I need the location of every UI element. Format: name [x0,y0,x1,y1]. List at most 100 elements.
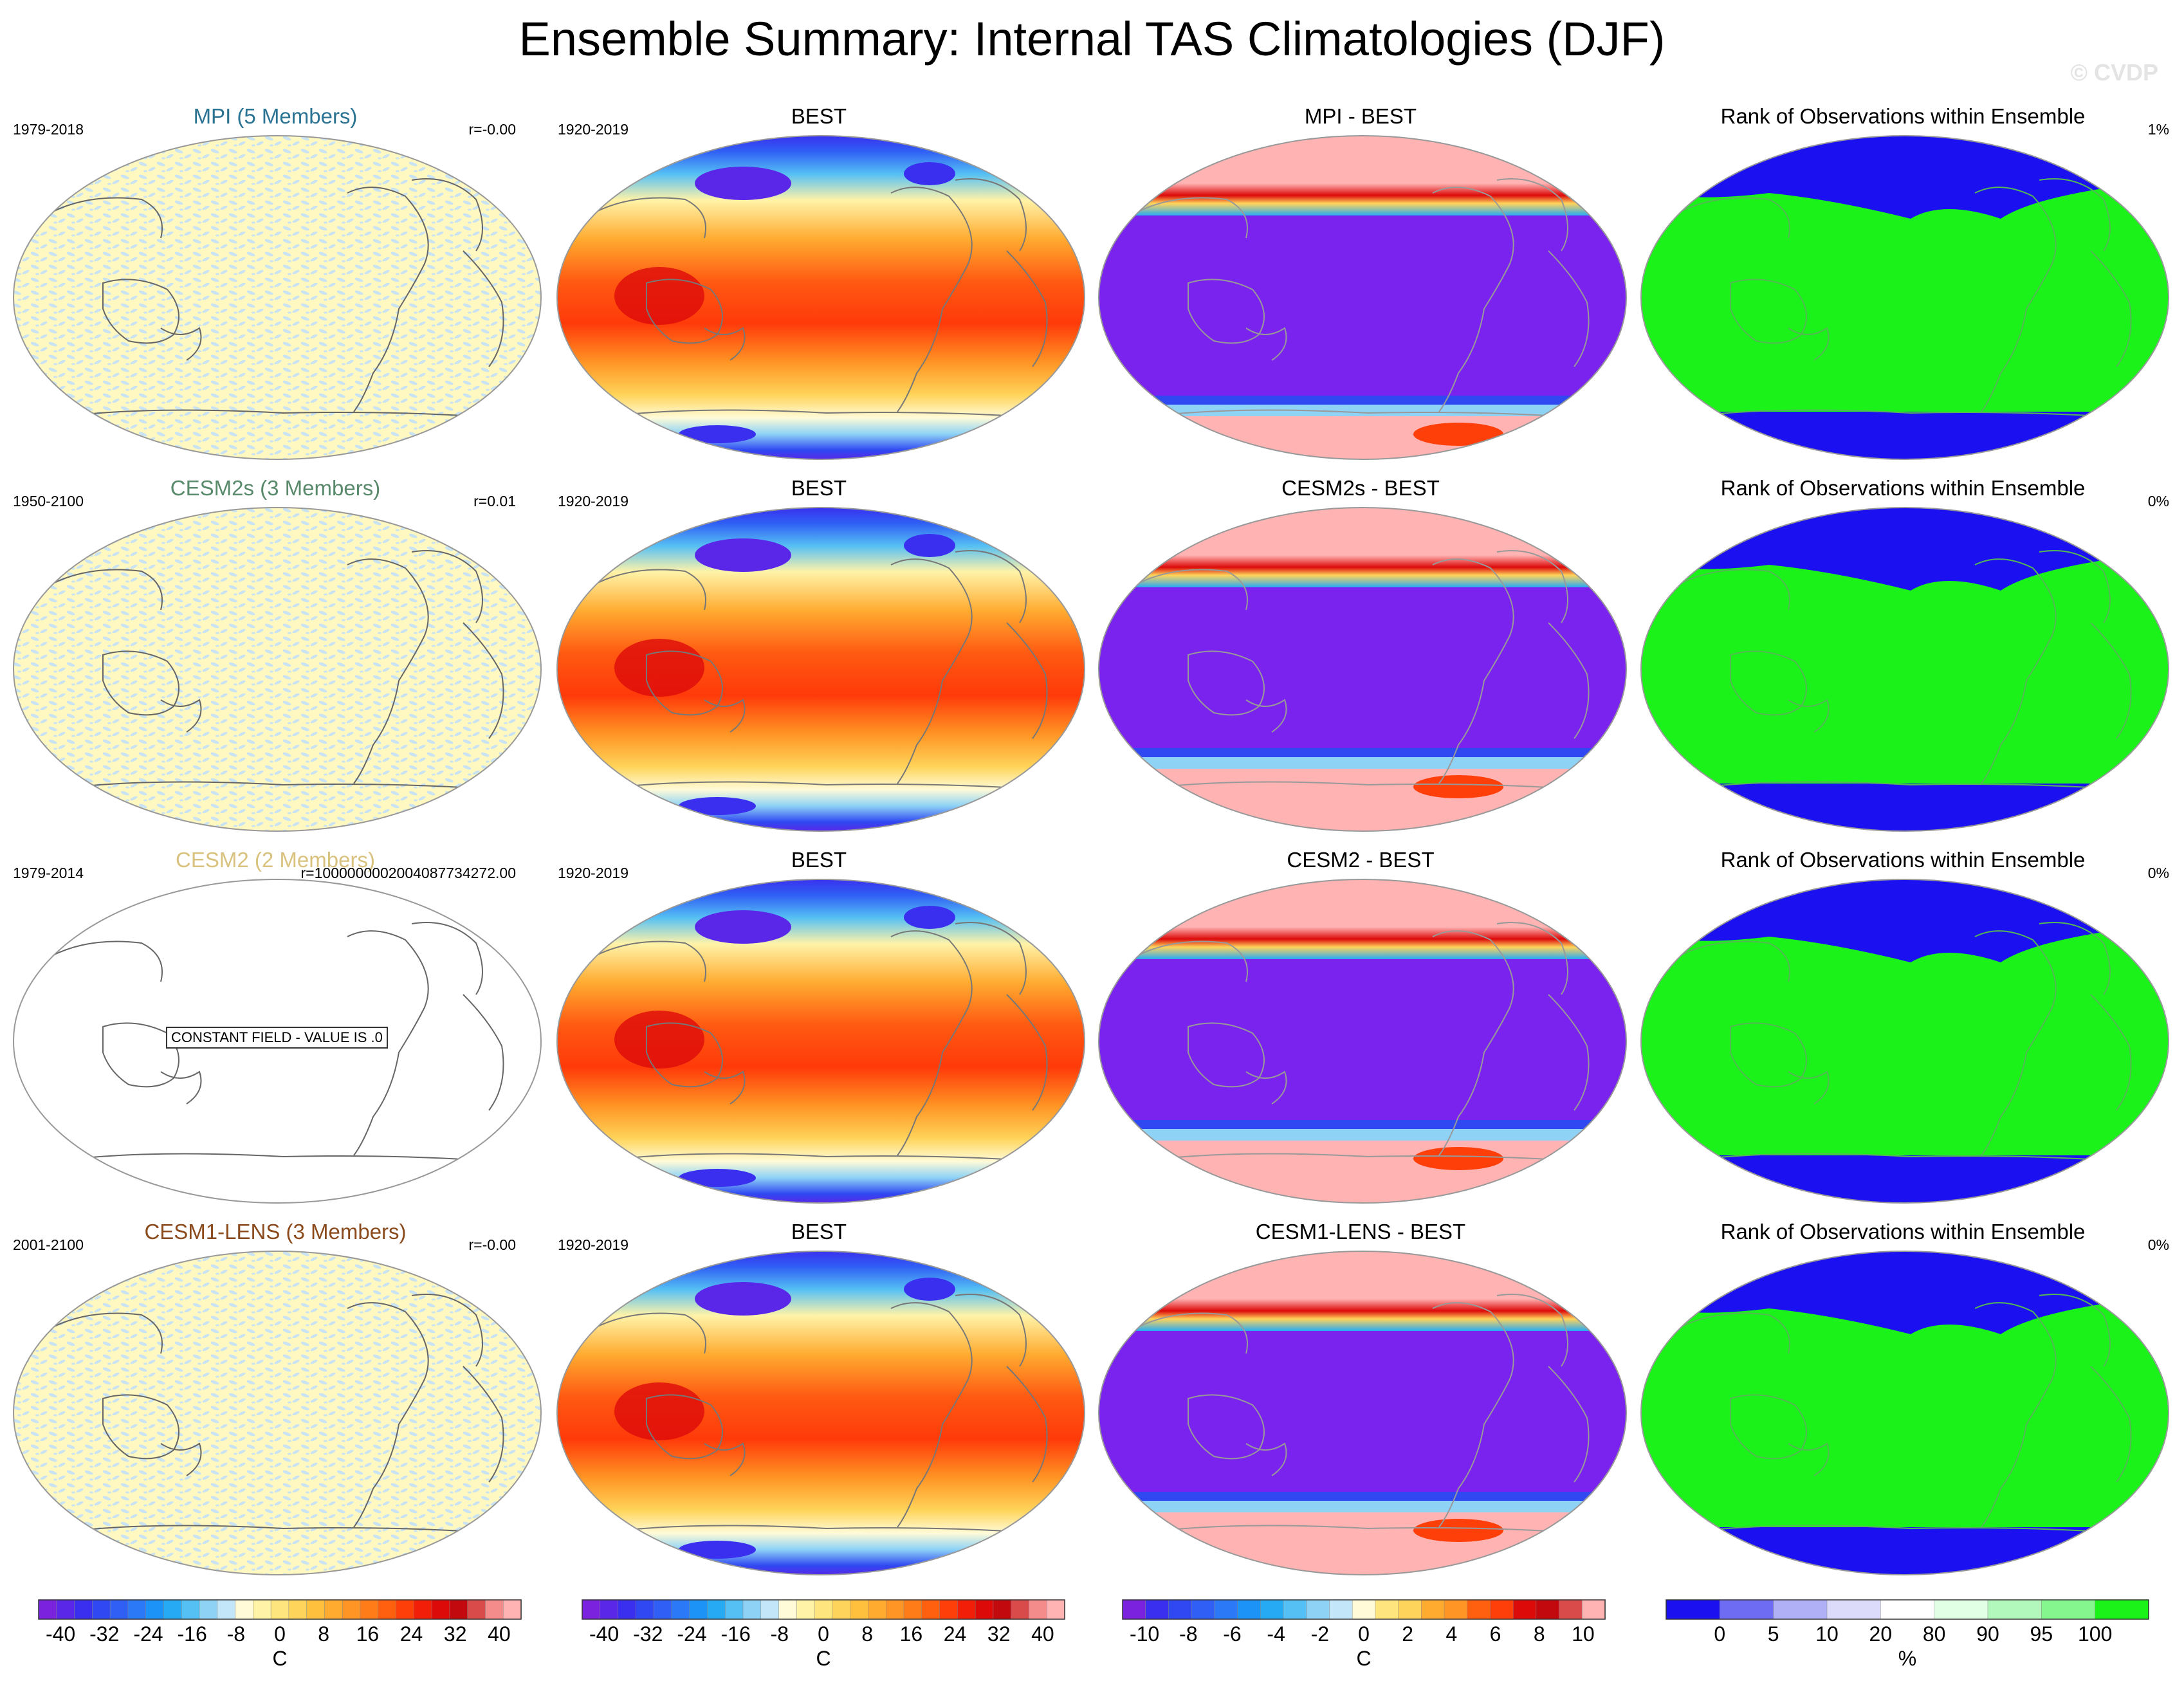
colorbar-tick-label: 10 [1572,1622,1595,1646]
colorbar-frame [582,1599,1065,1620]
coastline [1136,1312,1248,1354]
colorbar-swatch [1329,1599,1353,1620]
colorbar-swatch [582,1599,601,1620]
colorbar-tick-label: -32 [89,1622,119,1646]
cold-anomaly-siberia [695,910,791,944]
colorbar-tick-label: -24 [133,1622,163,1646]
observed-climatology-colorbar: -40 -32 -24 -16 -8 0 8 16 24 32 40 C [582,1599,1065,1670]
south-lightblue-band [1099,1501,1626,1512]
colorbar-swatch [1122,1599,1146,1620]
colorbar-swatch [993,1599,1012,1620]
colorbar-swatch [1145,1599,1170,1620]
coastline [2090,250,2132,367]
rank-panel-title: Rank of Observations within Ensemble [1720,1220,2086,1243]
coastline [955,550,1027,623]
correlation-label: r=-0.00 [468,121,516,138]
colorbar-swatch [74,1599,93,1620]
internal-variability-field [14,508,541,831]
map-outline [1098,879,1627,1204]
coastline [51,569,163,610]
coastline [463,994,504,1111]
coastline [594,409,1046,419]
coastline [1432,1302,1514,1528]
colorbar-tick-label: 80 [1923,1622,1946,1646]
coastline [1136,1153,1588,1162]
colorbar-swatch [1168,1599,1192,1620]
colorbar-swatch [56,1599,75,1620]
coastline [347,930,429,1156]
coastline [1974,558,2057,784]
colorbar-swatch [939,1599,959,1620]
colorbar-tick-label: 32 [444,1622,467,1646]
colorbar-swatch [1826,1599,1882,1620]
coastline [594,1312,706,1354]
coastline [1678,1525,2130,1534]
coastline [2039,550,2111,623]
colorbar-swatch [449,1599,468,1620]
south-difference-band [1099,416,1626,459]
colorbar-tick-label: -40 [589,1622,619,1646]
colorbar-swatch [414,1599,432,1620]
south-difference-band [1099,1141,1626,1203]
rank-south-region [1641,1155,2169,1203]
coastline [1496,550,1568,623]
coastline [2039,922,2111,995]
coastline [1678,409,2130,419]
south-lightblue-band [1099,757,1626,769]
diff-panel-title: CESM1-LENS - BEST [1255,1220,1466,1243]
colorbar-tick-label: -16 [721,1622,751,1646]
coastline [160,699,202,733]
rank-percent: 0% [2147,493,2169,509]
colorbar-unit-label: C [1356,1647,1371,1670]
map-outline [13,507,542,832]
coastline [160,1070,202,1105]
colorbar-tick-label: 10 [1815,1622,1839,1646]
colorbar-tick-label: 0 [274,1622,286,1646]
south-blue-band [1099,748,1626,757]
colorbar-swatch [1046,1599,1065,1620]
figure-title: Ensemble Summary: Internal TAS Climatolo… [518,12,1666,66]
coastline [890,558,973,784]
coastline [1136,569,1248,610]
obs-period-label: 1920-2019 [558,1236,629,1253]
coastline [1788,327,1830,361]
coastline [1136,781,1588,791]
cold-anomaly-arctic [904,162,955,185]
coastline [1136,197,1248,239]
colorbar-frame [38,1599,522,1620]
colorbar-tick-label: 16 [356,1622,380,1646]
obs-panel-title: BEST [791,476,847,500]
difference-colorbar: -10 -8 -6 -4 -2 0 2 4 6 8 10 C [1122,1599,1606,1670]
colorbar-swatch [306,1599,326,1620]
obs-map [556,507,1085,832]
colorbar-swatch [378,1599,397,1620]
colorbar-tick-label: 8 [861,1622,873,1646]
coastline [411,550,483,623]
coastline [1974,187,2057,412]
south-difference-band [1099,769,1626,831]
map-outline [1098,1251,1627,1575]
colorbar-swatch [1467,1599,1491,1620]
colorbar-unit-label: C [816,1647,830,1670]
colorbar-tick-label: -2 [1311,1622,1329,1646]
period-label: 2001-2100 [13,1236,84,1253]
colorbar-tick-label: -4 [1267,1622,1285,1646]
coastline [411,178,483,252]
coastline [411,1294,483,1367]
coastline [1974,1302,2057,1528]
colorbar-swatch [467,1599,486,1620]
south-difference-band [1099,1512,1626,1575]
model-map [13,1251,542,1575]
colorbar-swatch [921,1599,941,1620]
colorbar-swatch [1720,1599,1774,1620]
diff-panel-title: MPI - BEST [1304,104,1417,128]
rank-percent: 0% [2147,865,2169,881]
coastline [594,569,706,610]
colorbar-swatch [1934,1599,1988,1620]
colorbar-tick-label: 100 [2078,1622,2112,1646]
coastline [955,1294,1027,1367]
diff-panel-title: CESM2s - BEST [1281,476,1440,500]
coastline [955,922,1027,995]
correlation-label: r=-0.00 [468,1236,516,1253]
colorbar-swatch [360,1599,379,1620]
